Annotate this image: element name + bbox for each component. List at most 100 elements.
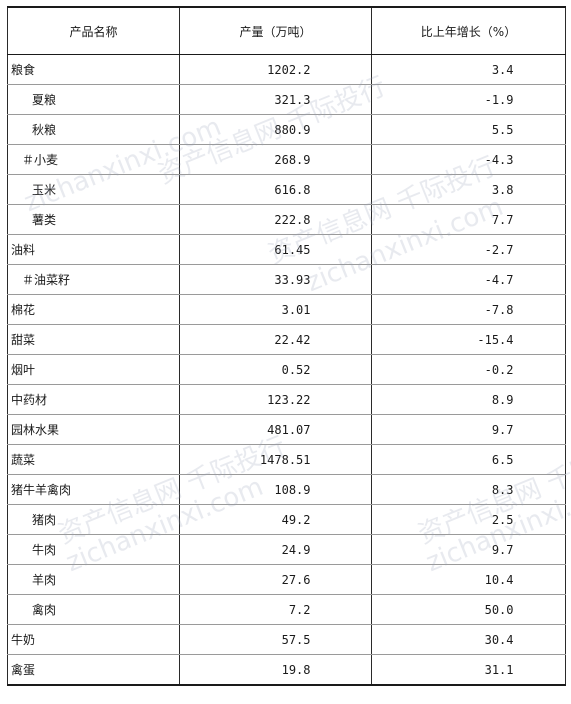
table-row: 园林水果 481.07 9.7 bbox=[7, 414, 566, 445]
cell-growth-value: 10.4 bbox=[484, 572, 514, 587]
cell-output: 268.9 bbox=[179, 144, 372, 175]
cell-output-value: 49.2 bbox=[281, 512, 311, 527]
table-row: 禽肉 7.2 50.0 bbox=[7, 594, 566, 625]
cell-growth-value: 9.7 bbox=[491, 542, 514, 557]
cell-product-name: 羊肉 bbox=[7, 564, 180, 595]
cell-product-name: 中药材 bbox=[7, 384, 180, 415]
cell-product-name: ＃小麦 bbox=[7, 144, 180, 175]
cell-output-value: 7.2 bbox=[288, 602, 311, 617]
cell-product-name: 油料 bbox=[7, 234, 180, 265]
cell-growth: 9.7 bbox=[371, 534, 566, 565]
table-row: 油料 61.45 -2.7 bbox=[7, 234, 566, 265]
cell-growth-value: 3.8 bbox=[491, 182, 514, 197]
table-row: 牛肉 24.9 9.7 bbox=[7, 534, 566, 565]
cell-output-value: 22.42 bbox=[274, 332, 311, 347]
cell-growth: 6.5 bbox=[371, 444, 566, 475]
production-table: 产品名称 产量（万吨） 比上年增长（%） 粮食 1202.2 3.4 夏粮 321.3 -… bbox=[7, 6, 566, 686]
cell-product-name: 玉米 bbox=[7, 174, 180, 205]
cell-output-value: 24.9 bbox=[281, 542, 311, 557]
cell-product-name: 牛肉 bbox=[7, 534, 180, 565]
cell-output-value: 108.9 bbox=[274, 482, 311, 497]
cell-growth: -4.3 bbox=[371, 144, 566, 175]
table-row: 中药材 123.22 8.9 bbox=[7, 384, 566, 415]
cell-output-value: 880.9 bbox=[274, 122, 311, 137]
header-output: 产量（万吨） bbox=[179, 6, 372, 55]
cell-output-value: 321.3 bbox=[274, 92, 311, 107]
header-growth: 比上年增长（%） bbox=[371, 6, 566, 55]
cell-product-name: 秋粮 bbox=[7, 114, 180, 145]
cell-growth: 30.4 bbox=[371, 624, 566, 655]
cell-output-value: 616.8 bbox=[274, 182, 311, 197]
cell-growth: -7.8 bbox=[371, 294, 566, 325]
cell-growth-value: 2.5 bbox=[491, 512, 514, 527]
table-row: 羊肉 27.6 10.4 bbox=[7, 564, 566, 595]
cell-product-name: 烟叶 bbox=[7, 354, 180, 385]
table-row: 薯类 222.8 7.7 bbox=[7, 204, 566, 235]
cell-output-value: 222.8 bbox=[274, 212, 311, 227]
cell-output: 1478.51 bbox=[179, 444, 372, 475]
table-row: 棉花 3.01 -7.8 bbox=[7, 294, 566, 325]
cell-growth-value: 9.7 bbox=[491, 422, 514, 437]
table-body: 粮食 1202.2 3.4 夏粮 321.3 -1.9 秋粮 880.9 5.5 ＃小麦 268.9… bbox=[7, 54, 566, 686]
cell-growth: -0.2 bbox=[371, 354, 566, 385]
cell-growth-value: -4.7 bbox=[484, 272, 514, 287]
cell-output-value: 268.9 bbox=[274, 152, 311, 167]
cell-output: 616.8 bbox=[179, 174, 372, 205]
cell-growth: 3.8 bbox=[371, 174, 566, 205]
cell-product-name: 蔬菜 bbox=[7, 444, 180, 475]
cell-growth-value: 3.4 bbox=[491, 62, 514, 77]
cell-output: 27.6 bbox=[179, 564, 372, 595]
table-row: 甜菜 22.42 -15.4 bbox=[7, 324, 566, 355]
cell-output: 108.9 bbox=[179, 474, 372, 505]
cell-growth-value: 8.3 bbox=[491, 482, 514, 497]
cell-output: 321.3 bbox=[179, 84, 372, 115]
cell-output: 49.2 bbox=[179, 504, 372, 535]
table-row: 蔬菜 1478.51 6.5 bbox=[7, 444, 566, 475]
cell-growth-value: 31.1 bbox=[484, 662, 514, 677]
cell-growth-value: 5.5 bbox=[491, 122, 514, 137]
cell-output-value: 33.93 bbox=[274, 272, 311, 287]
cell-output: 19.8 bbox=[179, 654, 372, 686]
cell-growth: 9.7 bbox=[371, 414, 566, 445]
cell-output-value: 1478.51 bbox=[259, 452, 311, 467]
cell-product-name: 猪牛羊禽肉 bbox=[7, 474, 180, 505]
table-row: ＃油菜籽 33.93 -4.7 bbox=[7, 264, 566, 295]
cell-growth: -1.9 bbox=[371, 84, 566, 115]
cell-growth: 5.5 bbox=[371, 114, 566, 145]
cell-growth-value: -4.3 bbox=[484, 152, 514, 167]
table-header-row: 产品名称 产量（万吨） 比上年增长（%） bbox=[7, 6, 566, 55]
table-row: 秋粮 880.9 5.5 bbox=[7, 114, 566, 145]
cell-output: 222.8 bbox=[179, 204, 372, 235]
cell-output: 3.01 bbox=[179, 294, 372, 325]
cell-growth-value: 8.9 bbox=[491, 392, 514, 407]
cell-product-name: 禽肉 bbox=[7, 594, 180, 625]
cell-growth-value: 7.7 bbox=[491, 212, 514, 227]
cell-output: 22.42 bbox=[179, 324, 372, 355]
cell-product-name: 牛奶 bbox=[7, 624, 180, 655]
table-row: 粮食 1202.2 3.4 bbox=[7, 54, 566, 85]
cell-growth-value: 50.0 bbox=[484, 602, 514, 617]
cell-product-name: 猪肉 bbox=[7, 504, 180, 535]
header-product-name: 产品名称 bbox=[7, 6, 180, 55]
cell-output-value: 123.22 bbox=[267, 392, 311, 407]
cell-product-name: 禽蛋 bbox=[7, 654, 180, 686]
cell-output-value: 61.45 bbox=[274, 242, 311, 257]
table-row: 玉米 616.8 3.8 bbox=[7, 174, 566, 205]
cell-growth: 8.3 bbox=[371, 474, 566, 505]
cell-growth-value: -15.4 bbox=[477, 332, 514, 347]
cell-output: 24.9 bbox=[179, 534, 372, 565]
cell-growth-value: 6.5 bbox=[491, 452, 514, 467]
table-row: ＃小麦 268.9 -4.3 bbox=[7, 144, 566, 175]
cell-growth: -15.4 bbox=[371, 324, 566, 355]
cell-growth-value: -0.2 bbox=[484, 362, 514, 377]
table-row: 猪牛羊禽肉 108.9 8.3 bbox=[7, 474, 566, 505]
cell-output: 33.93 bbox=[179, 264, 372, 295]
cell-growth-value: -2.7 bbox=[484, 242, 514, 257]
cell-output-value: 0.52 bbox=[281, 362, 311, 377]
cell-output-value: 27.6 bbox=[281, 572, 311, 587]
cell-output: 61.45 bbox=[179, 234, 372, 265]
cell-growth: 31.1 bbox=[371, 654, 566, 686]
cell-product-name: 园林水果 bbox=[7, 414, 180, 445]
cell-growth: -2.7 bbox=[371, 234, 566, 265]
cell-growth-value: -7.8 bbox=[484, 302, 514, 317]
